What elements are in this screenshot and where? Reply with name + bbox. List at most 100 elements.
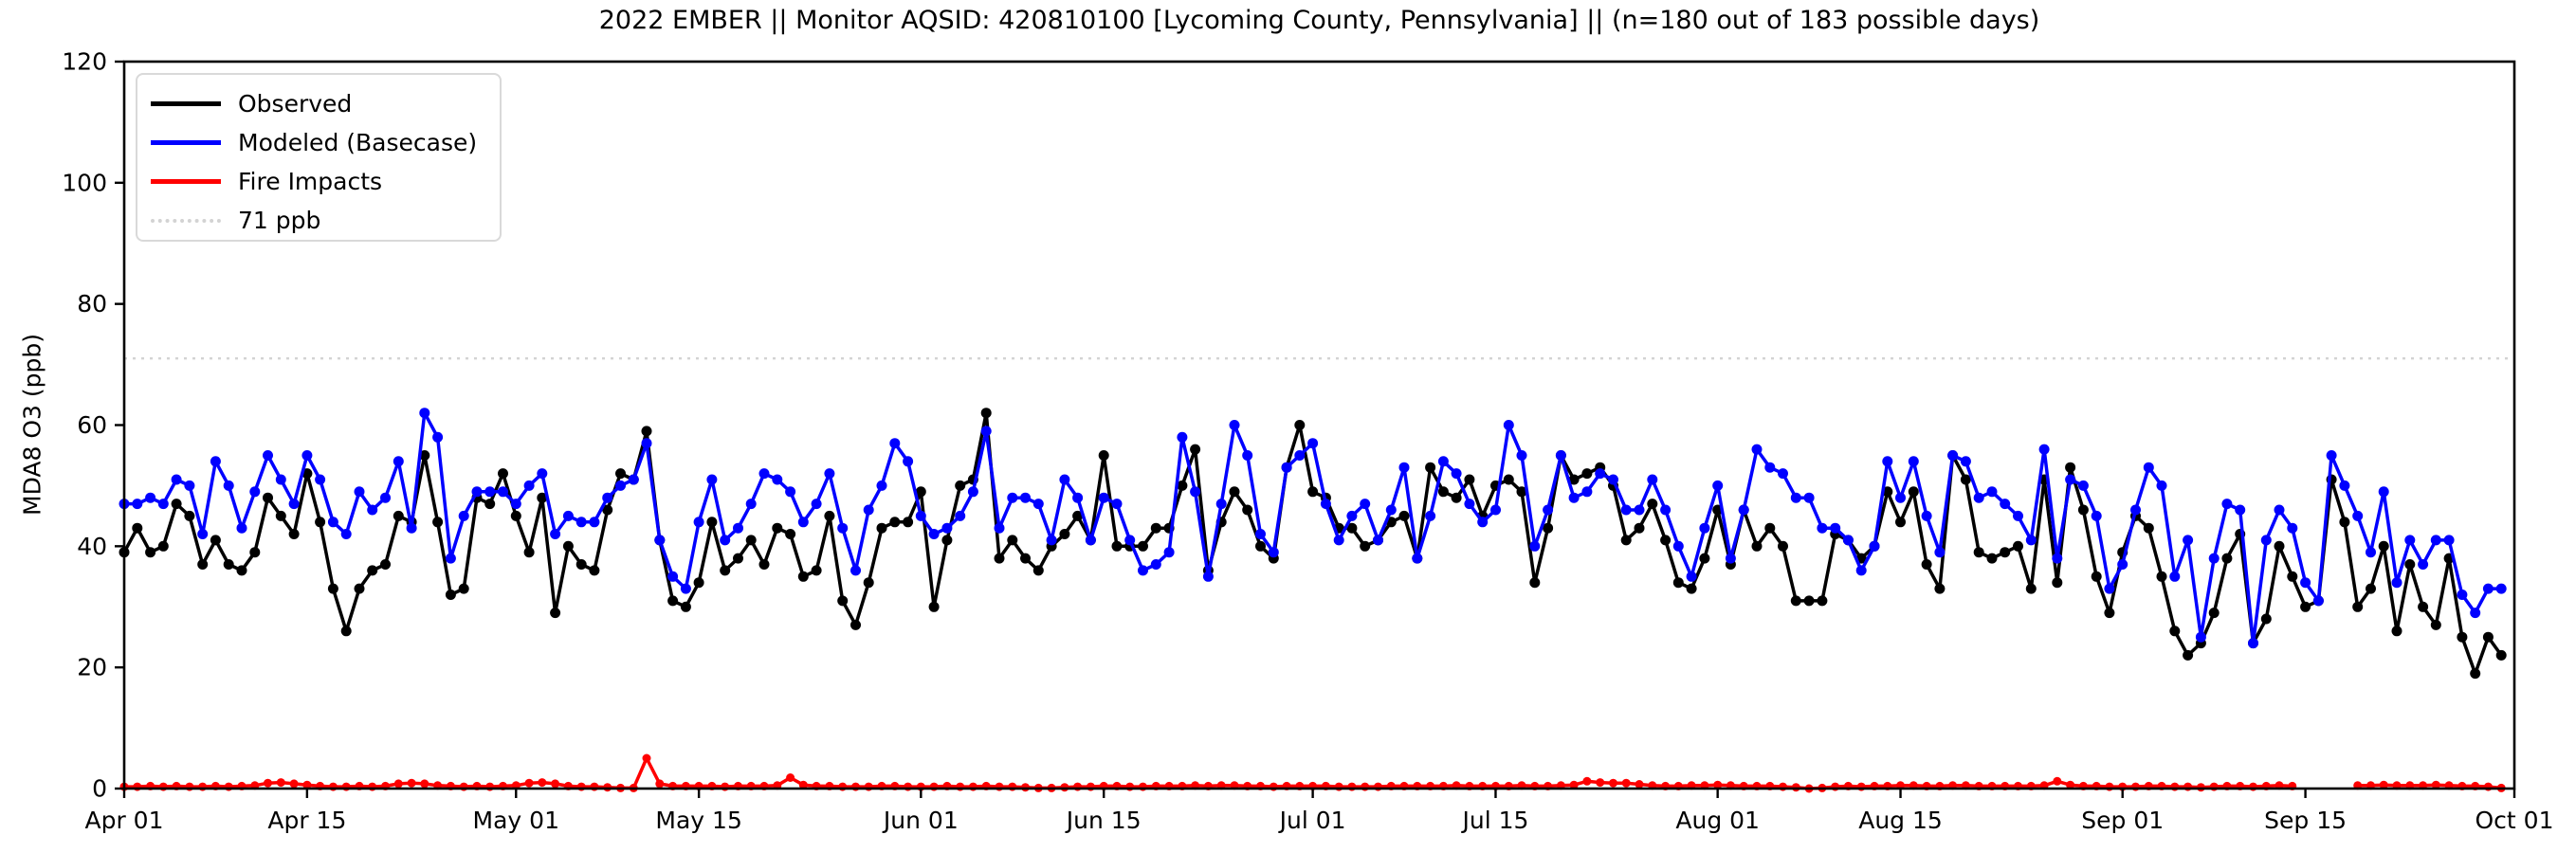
series-marker-1 (1294, 450, 1306, 461)
legend-label: 71 ppb (238, 207, 321, 234)
legend-item-0: Observed (151, 84, 500, 123)
series-marker-2 (1713, 780, 1723, 789)
series-marker-0 (1543, 522, 1554, 534)
series-marker-1 (1255, 529, 1266, 539)
x-tick-label: Aug 15 (1858, 807, 1943, 834)
x-tick-label: Oct 01 (2476, 807, 2554, 834)
series-marker-0 (1150, 522, 1161, 534)
series-marker-1 (1634, 504, 1645, 516)
series-marker-0 (1294, 420, 1306, 430)
series-marker-0 (1908, 486, 1919, 498)
series-marker-1 (2130, 504, 2141, 516)
series-marker-1 (1111, 499, 1123, 510)
series-marker-1 (2091, 510, 2102, 521)
series-marker-0 (850, 619, 861, 630)
series-marker-2 (302, 780, 312, 789)
series-marker-0 (667, 595, 679, 607)
series-marker-0 (458, 583, 469, 594)
series-marker-1 (1059, 474, 1070, 485)
series-marker-1 (994, 522, 1005, 534)
series-marker-2 (2431, 780, 2440, 789)
series-marker-0 (2391, 626, 2402, 637)
x-tick-label: Apr 15 (267, 807, 346, 834)
series-marker-1 (1842, 535, 1854, 546)
series-marker-1 (1320, 499, 1331, 510)
series-marker-1 (471, 486, 483, 498)
series-marker-0 (2169, 626, 2181, 637)
series-marker-1 (1803, 492, 1815, 503)
series-marker-0 (1007, 535, 1018, 546)
series-marker-0 (1751, 540, 1763, 552)
series-marker-1 (1973, 492, 1984, 503)
x-tick-label: Jun 01 (882, 807, 959, 834)
series-marker-0 (1699, 553, 1710, 564)
series-marker-0 (445, 590, 456, 600)
series-marker-0 (1817, 595, 1828, 607)
series-marker-0 (2091, 571, 2102, 582)
series-marker-0 (1398, 510, 1410, 521)
series-marker-1 (745, 499, 757, 510)
series-marker-2 (2053, 776, 2062, 786)
series-marker-1 (758, 468, 770, 480)
legend-label: Fire Impacts (238, 168, 383, 195)
series-marker-2 (1582, 776, 1592, 786)
series-marker-0 (2013, 540, 2023, 552)
series-marker-0 (2470, 668, 2481, 680)
series-marker-1 (928, 529, 940, 539)
chart-title: 2022 EMBER || Monitor AQSID: 420810100 [… (598, 6, 2040, 35)
series-marker-1 (980, 426, 992, 437)
series-marker-2 (786, 773, 795, 782)
series-marker-0 (393, 510, 404, 521)
series-marker-1 (1882, 456, 1893, 467)
series-marker-1 (693, 517, 704, 528)
series-marker-1 (1895, 492, 1906, 503)
series-marker-0 (236, 565, 247, 576)
series-marker-2 (2379, 780, 2388, 789)
series-marker-0 (288, 529, 300, 539)
series-marker-2 (393, 779, 403, 789)
series-marker-0 (2077, 504, 2089, 516)
series-marker-1 (1385, 504, 1397, 516)
series-marker-1 (1672, 540, 1684, 552)
series-marker-0 (1921, 559, 1932, 570)
series-marker-1 (1608, 474, 1618, 485)
series-marker-0 (811, 565, 822, 576)
series-marker-1 (1986, 486, 1998, 498)
series-marker-0 (171, 499, 182, 510)
series-marker-0 (1529, 577, 1541, 589)
series-marker-0 (1032, 565, 1044, 576)
series-marker-1 (197, 529, 209, 539)
series-marker-0 (523, 547, 535, 558)
series-marker-1 (1437, 456, 1449, 467)
series-marker-0 (1098, 450, 1109, 461)
series-marker-1 (1817, 522, 1828, 534)
series-marker-0 (615, 468, 626, 480)
series-marker-1 (2287, 522, 2298, 534)
series-marker-1 (236, 522, 247, 534)
series-marker-0 (1778, 540, 1788, 552)
series-marker-1 (1620, 504, 1632, 516)
series-marker-1 (2430, 535, 2441, 546)
series-marker-0 (1803, 595, 1815, 607)
series-marker-1 (2443, 535, 2455, 546)
x-tick-label: May 01 (473, 807, 559, 834)
series-marker-2 (2066, 780, 2075, 789)
series-marker-1 (903, 456, 914, 467)
series-marker-0 (903, 517, 914, 528)
legend-line-sample (151, 179, 221, 184)
series-marker-0 (1503, 474, 1514, 485)
series-marker-1 (1229, 420, 1240, 430)
series-marker-1 (393, 456, 404, 467)
series-marker-1 (2052, 553, 2063, 564)
series-marker-1 (589, 517, 600, 528)
series-marker-0 (1346, 522, 1358, 534)
series-marker-1 (1085, 535, 1096, 546)
series-marker-1 (1177, 431, 1188, 443)
series-marker-1 (1908, 456, 1919, 467)
series-marker-0 (2495, 649, 2507, 661)
series-marker-1 (249, 486, 261, 498)
series-marker-0 (772, 522, 783, 534)
series-marker-0 (733, 553, 743, 564)
series-marker-0 (1242, 504, 1253, 516)
